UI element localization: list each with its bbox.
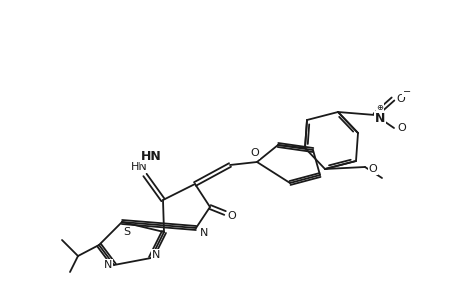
Text: S: S xyxy=(123,227,130,237)
Text: HN: HN xyxy=(130,162,147,172)
Text: O: O xyxy=(397,123,405,133)
Text: −: − xyxy=(402,87,410,97)
Text: O: O xyxy=(227,211,236,221)
Text: O: O xyxy=(396,94,404,104)
Text: N: N xyxy=(199,228,208,238)
Text: HN: HN xyxy=(140,151,161,164)
Text: O: O xyxy=(250,148,259,158)
Text: O: O xyxy=(368,164,376,174)
Text: ⊕: ⊕ xyxy=(375,103,383,112)
Text: N: N xyxy=(104,260,112,270)
Text: N: N xyxy=(151,250,160,260)
Text: N: N xyxy=(374,112,384,124)
